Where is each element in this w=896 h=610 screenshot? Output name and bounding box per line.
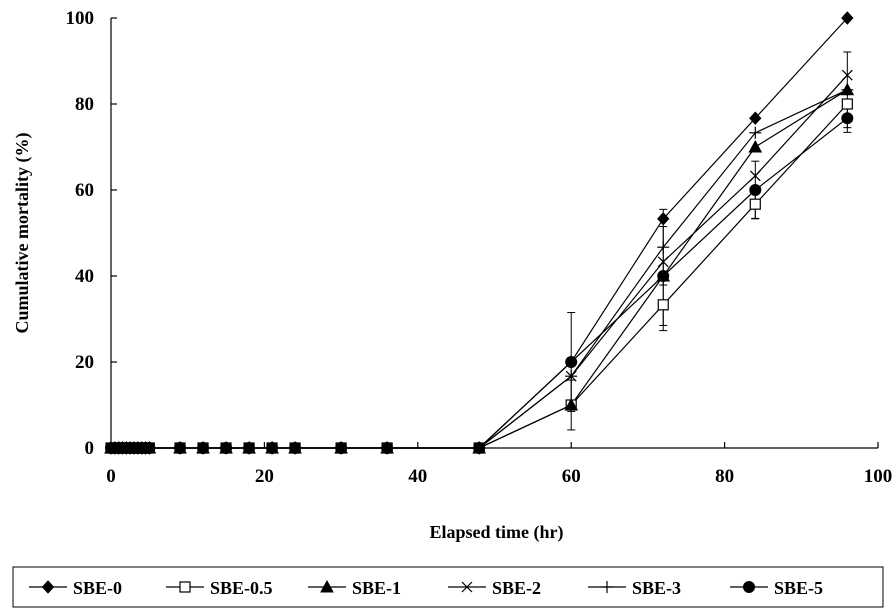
y-tick-label: 60: [75, 180, 94, 201]
legend: SBE-0 SBE-0.5 SBE-1 SBE-2 SBE-3 SBE-5: [12, 566, 884, 608]
marker-stroke: [461, 581, 473, 593]
x-tick-label: 0: [106, 466, 116, 487]
legend-label: SBE-1: [352, 578, 401, 598]
legend-item-sbe-5: SBE-5: [730, 578, 823, 598]
axes: [110, 18, 878, 449]
data-point-sbe-3: [841, 83, 854, 96]
marker-stroke: [841, 69, 853, 81]
y-tick-label: 40: [75, 266, 94, 287]
series-lines: [111, 17, 848, 449]
data-point-sbe-0: [749, 111, 762, 125]
data-point-sbe-5: [381, 442, 394, 454]
x-axis-ticks: 0 20 40 60 80 100: [106, 442, 892, 487]
legend-label: SBE-0: [73, 578, 122, 598]
data-point-sbe-2: [657, 256, 669, 268]
legend-marker: [601, 581, 613, 593]
data-point-sbe-3: [657, 241, 670, 254]
data-point-sbe-0: [657, 212, 670, 226]
legend-label: SBE-0.5: [210, 578, 273, 598]
legend-marker: [320, 579, 334, 593]
data-point-sbe-5: [565, 356, 578, 368]
data-point-sbe-5: [473, 442, 486, 454]
legend-label: SBE-3: [632, 578, 681, 598]
series-line-sbe-5: [111, 117, 848, 449]
legend-item-sbe-3: SBE-3: [588, 578, 681, 598]
x-tick-label: 20: [255, 466, 274, 487]
legend-marker: [41, 580, 55, 594]
series-markers: [104, 11, 855, 455]
data-point-sbe-2: [749, 170, 761, 182]
data-point-sbe-5: [289, 442, 302, 454]
y-axis-title: Cumulative mortality (%): [12, 133, 33, 334]
y-tick-label: 80: [75, 94, 94, 115]
x-tick-label: 80: [715, 466, 734, 487]
data-point-sbe-3: [749, 126, 762, 139]
legend-item-sbe-2: SBE-2: [448, 578, 541, 598]
data-point-sbe-5: [657, 270, 670, 282]
legend-marker: [179, 581, 191, 593]
data-point-sbe-5: [266, 442, 279, 454]
legend-marker: [743, 581, 755, 593]
data-point-sbe-5: [174, 442, 187, 454]
legend-marker: [461, 581, 473, 593]
data-point-sbe-0-5: [657, 299, 669, 311]
data-point-sbe-5: [243, 442, 256, 454]
legend-item-sbe-0: SBE-0: [29, 578, 122, 598]
series-line-sbe-0: [111, 17, 848, 449]
data-point-sbe-0-5: [749, 198, 761, 210]
x-axis-title: Elapsed time (hr): [430, 522, 564, 543]
marker-stroke: [657, 256, 669, 268]
data-point-sbe-5: [197, 442, 210, 454]
data-point-sbe-1: [748, 139, 763, 153]
data-point-sbe-5: [335, 442, 348, 454]
x-tick-label: 60: [562, 466, 581, 487]
marker-stroke: [749, 170, 761, 182]
legend-label: SBE-5: [774, 578, 823, 598]
data-point-sbe-0-5: [841, 98, 853, 110]
data-point-sbe-1: [564, 397, 579, 411]
data-point-sbe-5: [749, 184, 762, 196]
x-tick-label: 40: [408, 466, 427, 487]
error-bars: [567, 51, 852, 431]
legend-item-sbe-1: SBE-1: [308, 578, 401, 598]
data-point-sbe-3: [565, 370, 578, 383]
y-axis-ticks: 0 20 40 60 80 100: [66, 8, 117, 459]
data-point-sbe-0: [841, 11, 854, 25]
series-line-sbe-1: [111, 89, 848, 449]
legend-item-sbe-0-5: SBE-0.5: [166, 578, 273, 598]
data-point-sbe-5: [841, 112, 854, 125]
y-tick-label: 0: [85, 438, 95, 459]
y-tick-label: 20: [75, 352, 94, 373]
x-tick-label: 100: [864, 466, 893, 487]
data-point-sbe-2: [841, 69, 853, 81]
data-point-sbe-5: [220, 442, 233, 454]
legend-items: SBE-0 SBE-0.5 SBE-1 SBE-2 SBE-3 SBE-5: [29, 578, 823, 598]
y-tick-label: 100: [66, 8, 95, 29]
series-line-sbe-2: [111, 74, 848, 449]
series-line-sbe-3: [111, 89, 848, 449]
data-point-sbe-5: [143, 442, 156, 454]
legend-label: SBE-2: [492, 578, 541, 598]
